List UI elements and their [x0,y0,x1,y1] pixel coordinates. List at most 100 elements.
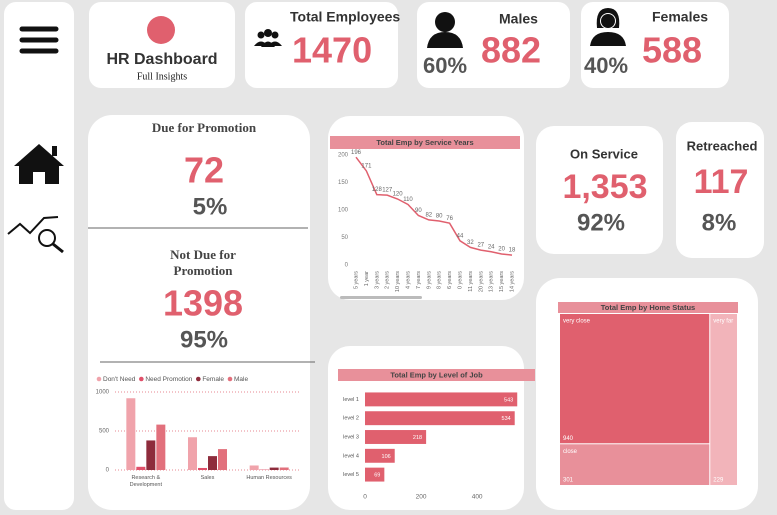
data-label: 82 [425,212,432,218]
promotion-card [88,115,310,510]
kpi-label: Not Due for Promotion [170,247,236,278]
on-service-card [536,126,663,254]
bar [365,430,427,444]
bar [146,440,156,470]
bar [249,465,259,470]
x-tick-label: 7 years [416,271,422,289]
x-tick-label: 1 year [364,271,370,286]
x-tick-label: 0 [363,494,367,501]
legend-swatch [196,376,201,382]
x-tick-label: 2 years [385,271,391,289]
kpi-value: 117 [694,163,749,201]
y-tick-label: 0 [106,468,110,474]
y-tick-label: 100 [338,208,349,214]
y-tick-label: level 4 [343,453,359,459]
x-tick-label: 15 years [499,271,505,292]
y-tick-label: 50 [341,235,348,241]
legend-label: Need Promotion [145,376,192,383]
dashboard-subtitle: Full Insights [137,71,187,82]
kpi-share: 40% [584,53,628,78]
data-label: 128 [372,187,383,193]
legend-swatch [139,376,144,382]
kpi-value: 1398 [163,283,243,324]
cell-label: close [563,449,578,455]
home-icon[interactable] [14,144,64,184]
dashboard-title: HR Dashboard [106,51,217,68]
data-label: 534 [502,416,511,422]
retreached-card [676,122,764,258]
legend-swatch [227,376,233,382]
x-tick-label-box: Sales [200,475,215,481]
data-label: 20 [498,247,505,253]
chart-title-bar [330,136,520,149]
chart-title: Total Emp by Level of Job [390,370,483,379]
bar [198,467,207,470]
x-tick-label: Sales [200,475,215,481]
x-tick-label: 13 years [489,271,495,292]
data-label: 80 [436,214,443,220]
y-tick-label: level 3 [343,434,359,440]
kpi-value: 588 [642,30,702,71]
data-label: 127 [382,188,393,194]
line [355,156,513,256]
data-label: 218 [413,435,422,441]
kpi-label: On Service [570,146,638,161]
data-label: 18 [509,248,516,254]
legend-label: Don't Need [103,376,136,383]
x-tick-label: 8 years [437,271,443,289]
bar [365,448,395,463]
x-tick-label: 20 years [478,271,484,292]
chart-title: Total Emp by Service Years [376,138,473,147]
x-tick-label: Human Resources [246,475,292,481]
x-tick-label: 200 [416,494,427,501]
male-icon [427,12,463,48]
x-tick-label-box: Research & Development [129,475,163,488]
bar [208,456,217,470]
legend-swatch [96,376,102,382]
bar [279,467,289,470]
x-tick-label: 10 years [395,271,401,292]
kpi-label: Females [652,9,708,25]
data-label: 543 [504,397,513,403]
x-tick-label: 9 years [426,271,432,289]
menu-icon[interactable] [19,26,59,54]
kpi-value: 1,353 [562,168,647,206]
y-tick-label: level 1 [343,397,359,403]
y-tick-label: level 5 [343,472,359,478]
bar [156,424,166,470]
cell-value: 940 [563,436,574,442]
y-tick-label: 500 [99,429,110,435]
bar [365,467,385,482]
y-tick-label: 1000 [96,390,110,396]
analytics-icon[interactable] [7,216,64,254]
y-tick-label: 200 [338,153,349,159]
treemap-cell [560,314,710,444]
bar [136,466,146,470]
cell-value: 301 [563,478,574,484]
kpi-share: 8% [702,209,737,236]
legend-label: Female [202,376,224,383]
data-label: 44 [457,233,464,239]
x-tick-label: 0 years [457,271,463,289]
scrollbar[interactable] [340,296,422,299]
header-card [89,2,235,88]
cell-label: very far [713,319,733,325]
service-years-card [328,116,524,300]
data-label: 196 [351,150,362,156]
data-label: 120 [393,192,404,198]
chart-title-bar [558,302,738,313]
kpi-value: 1470 [292,30,372,71]
data-label: 110 [403,197,413,203]
males-card [417,2,570,88]
x-tick-label: Research & Development [129,475,163,488]
kpi-value: 882 [481,30,541,71]
data-label: 32 [467,240,474,246]
x-tick-label: 400 [472,494,483,501]
female-icon [590,8,626,46]
x-tick-label-box: Human Resources [246,475,292,481]
data-label: 24 [488,244,495,250]
sidebar [4,2,74,510]
kpi-share: 92% [577,209,625,236]
bar [126,398,136,470]
